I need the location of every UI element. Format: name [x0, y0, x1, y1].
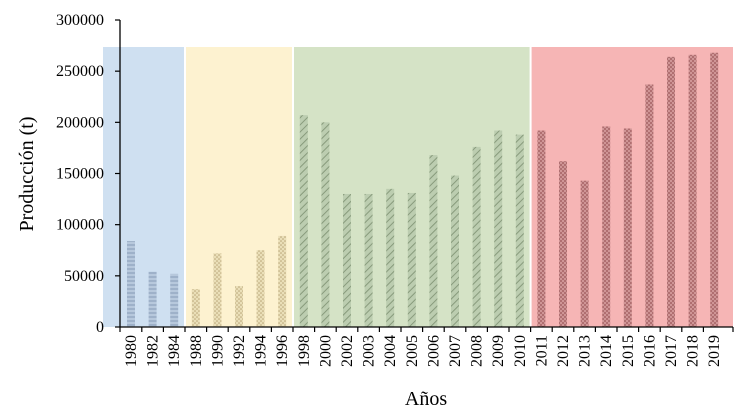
bar-1998 — [299, 115, 308, 327]
x-tick-label: 2007 — [447, 335, 464, 367]
x-tick-label: 2018 — [685, 335, 702, 367]
y-tick-label: 0 — [96, 319, 104, 336]
x-tick-label: 1980 — [123, 335, 140, 367]
x-tick-label: 2009 — [490, 335, 507, 367]
bar-2006 — [429, 155, 438, 327]
bar-2000 — [321, 122, 330, 327]
y-tick-label: 200000 — [56, 114, 104, 131]
bar-2019 — [710, 52, 719, 327]
x-tick-label: 2006 — [425, 335, 442, 367]
bar-2007 — [451, 175, 459, 327]
bar-2013 — [580, 180, 589, 327]
x-tick-label: 2015 — [620, 335, 637, 367]
x-tick-label: 1992 — [231, 335, 248, 367]
bar-2002 — [343, 193, 351, 327]
bar-2018 — [688, 54, 697, 327]
x-tick-labels: 1980 1982 1984 1988 1990 1992 1994 1996 1998 2000… — [119, 327, 734, 367]
x-tick-label: 2000 — [317, 335, 334, 367]
bar-2017 — [667, 56, 675, 328]
y-tick-label: 250000 — [56, 63, 104, 80]
x-tick-label: 1994 — [253, 335, 270, 367]
y-axis-title: Producción (t) — [16, 117, 38, 232]
x-tick-label: 1996 — [274, 335, 291, 367]
x-tick-label: 2004 — [382, 335, 399, 367]
x-tick-label: 2003 — [361, 335, 378, 367]
x-tick-label: 2019 — [706, 335, 723, 367]
bar-2010 — [515, 134, 524, 327]
y-tick-labels: 0 50000 100000 150000 200000 250000 300000 — [56, 12, 120, 336]
y-tick-label: 150000 — [56, 166, 104, 183]
bar-2012 — [559, 161, 567, 327]
x-tick-label: 2017 — [663, 335, 680, 367]
bar-1994 — [256, 250, 265, 327]
x-tick-label: 1988 — [188, 335, 205, 367]
x-axis-title: Años — [405, 388, 447, 410]
bar-1996 — [278, 235, 287, 327]
bar-1992 — [235, 286, 243, 327]
x-tick-label: 1990 — [209, 335, 226, 367]
bar-1990 — [213, 253, 222, 327]
x-tick-label: 2013 — [577, 335, 594, 367]
bar-2008 — [472, 146, 481, 327]
x-tick-label: 2014 — [598, 335, 615, 367]
x-tick-label: 2011 — [533, 335, 550, 366]
bar-2009 — [494, 130, 503, 327]
bar-1980 — [127, 241, 135, 327]
x-tick-label: 1982 — [145, 335, 162, 367]
period-backgrounds — [103, 47, 733, 327]
bar-2016 — [645, 84, 654, 327]
x-tick-label: 1984 — [166, 335, 183, 367]
x-tick-label: 2016 — [641, 335, 658, 367]
x-tick-label: 2012 — [555, 335, 572, 367]
bar-2015 — [623, 128, 632, 327]
period-background-2 — [185, 47, 293, 327]
x-tick-label: 1998 — [296, 335, 313, 367]
x-tick-label: 2002 — [339, 335, 356, 367]
bar-2011 — [537, 130, 546, 327]
x-tick-label: 2005 — [404, 335, 421, 367]
bar-2003 — [364, 193, 373, 327]
y-tick-label: 50000 — [64, 268, 104, 285]
y-tick-label: 300000 — [56, 12, 104, 29]
bar-1988 — [191, 289, 200, 327]
bar-2004 — [386, 188, 395, 327]
bars — [127, 52, 719, 328]
y-tick-label: 100000 — [56, 217, 104, 234]
bar-1984 — [170, 273, 179, 327]
x-tick-label: 2010 — [512, 335, 529, 367]
bar-2005 — [407, 192, 416, 327]
bar-1982 — [148, 271, 157, 327]
bar-2014 — [602, 126, 611, 327]
x-tick-label: 2008 — [469, 335, 486, 367]
